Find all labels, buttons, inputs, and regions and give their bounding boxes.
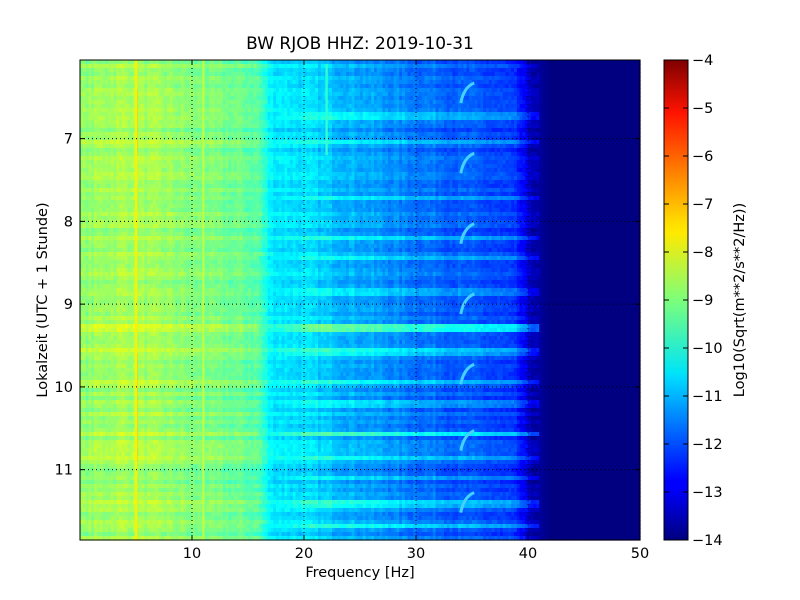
chart-title: BW RJOB HHZ: 2019-10-31 <box>246 34 474 54</box>
spectrogram-heatmap <box>80 60 641 541</box>
